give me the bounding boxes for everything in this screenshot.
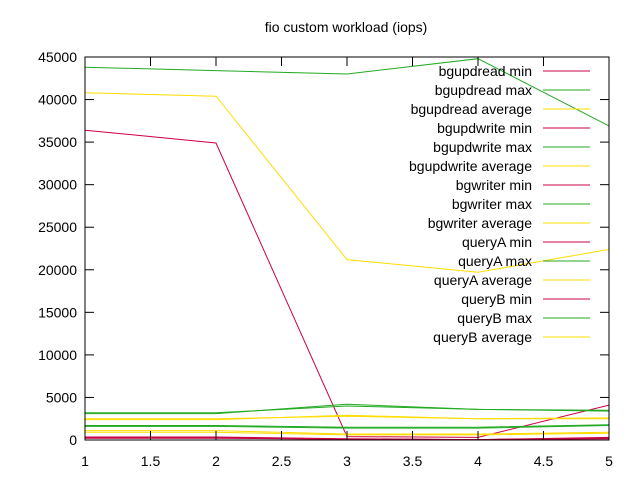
x-tick-label: 1: [81, 453, 89, 469]
x-tick-label: 5: [605, 453, 613, 469]
ticks-layer: 0 5000 10000 15000 20000 25000 30000 35000 40000…: [38, 49, 613, 469]
legend-label: queryA min: [462, 234, 532, 250]
series-line-bgwriter-average: [85, 415, 610, 420]
y-tick-label: 5000: [46, 389, 77, 405]
y-tick-label: 20000: [38, 262, 77, 278]
legend-label: bgupdread max: [435, 82, 532, 98]
legend-label: bgwriter average: [428, 215, 532, 231]
y-tick-label: 45000: [38, 49, 77, 65]
legend-label: bgupdwrite average: [409, 158, 532, 174]
legend-label: queryB max: [457, 310, 532, 326]
series-line-bgupdread-max: [84, 58, 610, 127]
series-line-bgupdread-average: [84, 92, 610, 273]
x-tick-label: 2.5: [272, 453, 292, 469]
legend-label: queryB min: [461, 291, 532, 307]
legend-label: bgupdread average: [411, 101, 533, 117]
y-tick-label: 25000: [38, 219, 77, 235]
x-tick-label: 4.5: [534, 453, 554, 469]
series-line-queryA-max: [85, 424, 610, 428]
x-tick-label: 4: [474, 453, 482, 469]
chart-title: fio custom workload (iops): [265, 19, 428, 35]
y-tick-label: 10000: [38, 347, 77, 363]
x-tick-label: 2: [212, 453, 220, 469]
legend-label: bgwriter min: [456, 177, 532, 193]
legend-label: queryB average: [433, 329, 532, 345]
x-tick-label: 3.5: [403, 453, 423, 469]
series-line-bgwriter-max: [85, 405, 610, 414]
legend-label: bgupdwrite min: [437, 120, 532, 136]
y-tick-label: 30000: [38, 177, 77, 193]
x-tick-label: 3: [343, 453, 351, 469]
legend-label: bgupdread min: [439, 63, 532, 79]
series-line-queryB-max: [85, 425, 610, 429]
legend: bgupdread min bgupdread max bgupdread aver…: [409, 63, 590, 345]
x-tick-label: 1.5: [141, 453, 161, 469]
y-tick-label: 15000: [38, 304, 77, 320]
y-tick-label: 35000: [38, 134, 77, 150]
legend-label: queryA average: [434, 272, 532, 288]
legend-label: queryA max: [458, 253, 532, 269]
y-tick-label: 0: [69, 432, 77, 448]
legend-label: bgupdwrite max: [433, 139, 532, 155]
y-tick-label: 40000: [38, 92, 77, 108]
legend-label: bgwriter max: [452, 196, 532, 212]
